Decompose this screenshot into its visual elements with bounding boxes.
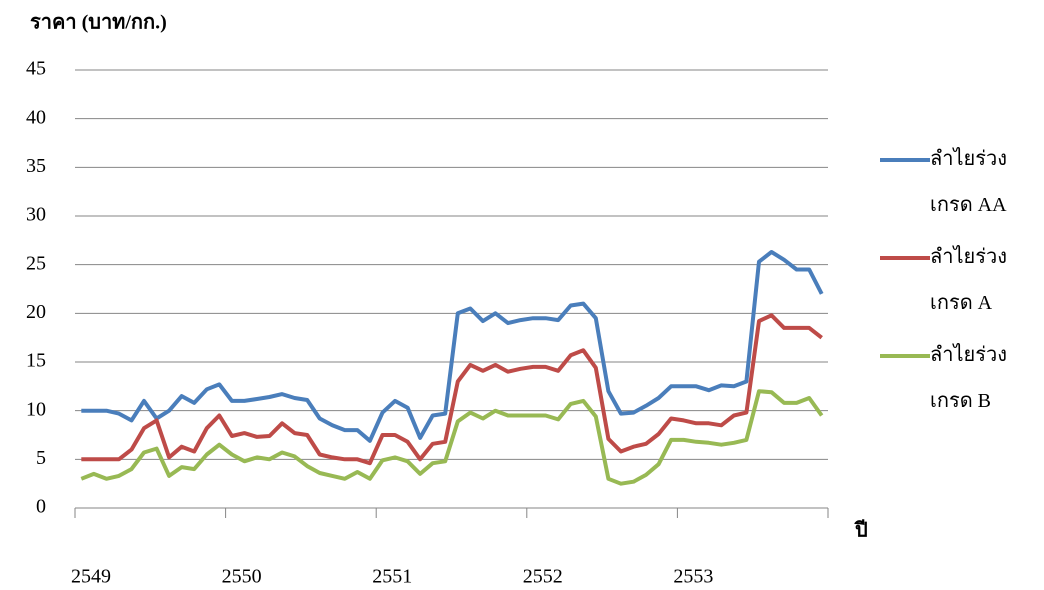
series-line	[80, 389, 824, 486]
y-tick-label: 25	[26, 252, 46, 274]
legend-label: ลำไยร่วง เกรด B	[930, 344, 1008, 412]
x-axis-label: ปี	[854, 519, 868, 542]
y-tick-label: 20	[26, 301, 46, 323]
y-tick-label: 35	[26, 155, 46, 177]
x-tick-label: 2550	[222, 566, 262, 588]
y-tick-label: 40	[26, 106, 46, 128]
chart-title: ราคา (บาท/กก.)	[30, 12, 167, 34]
x-tick-label: 2549	[71, 566, 111, 588]
series-line	[81, 313, 823, 466]
legend-label: ลำไยร่วง เกรด AA	[930, 148, 1008, 216]
y-tick-label: 10	[26, 398, 46, 420]
legend-label: ลำไยร่วง เกรด A	[930, 246, 1008, 314]
x-tick-label: 2551	[372, 566, 412, 588]
y-tick-label: 0	[36, 496, 46, 518]
y-tick-label: 30	[26, 204, 46, 226]
y-tick-label: 45	[26, 58, 46, 80]
y-tick-label: 15	[26, 350, 46, 372]
y-tick-label: 5	[36, 447, 46, 469]
x-tick-label: 2553	[673, 566, 713, 588]
series-line	[81, 250, 824, 443]
x-tick-label: 2552	[523, 566, 563, 588]
